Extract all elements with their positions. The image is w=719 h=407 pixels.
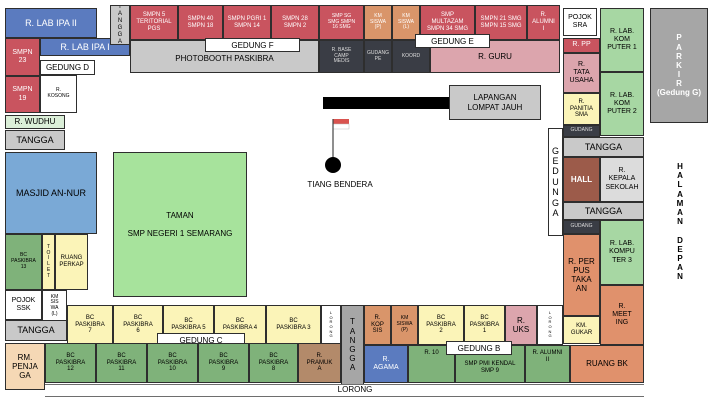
room-smpn23: SMPN 23 xyxy=(5,38,40,76)
room-base-camp: R. BASE CAMP MEDIS xyxy=(319,40,364,73)
km-siswa-p2: KM SISWA (P) xyxy=(391,305,418,345)
toilet: T O I L E T xyxy=(42,234,55,290)
label-gedung-f: GEDUNG F xyxy=(205,38,300,52)
room-tata-usaha: R. TATA USAHA xyxy=(563,53,600,93)
corridor-line-top xyxy=(45,384,644,385)
room-smpn5: SMPN 5 TERITORIAL PGS xyxy=(130,5,178,40)
room-alumni-1: R. ALUMNI I xyxy=(527,5,560,40)
bc-paskibra-9: BC PASKIBRA 9 xyxy=(198,343,249,383)
gedung-a: G E D U N G A xyxy=(548,128,563,236)
room-alumni-2: R. ALUMNI II xyxy=(525,345,570,383)
flagpole-icon xyxy=(325,119,350,173)
bc-paskibra-12: BC PASKIBRA 12 xyxy=(45,343,96,383)
room-smpn28: SMPN 28 SMPN 2 xyxy=(271,5,319,40)
room-penjaga: RM. PENJA GA xyxy=(5,343,45,390)
room-agama: R. AGAMA xyxy=(364,345,408,383)
room-guru: R. GURU xyxy=(430,40,560,73)
room-kosong: R. KOSONG xyxy=(40,75,77,113)
taman: TAMAN SMP NEGERI 1 SEMARANG xyxy=(113,152,247,297)
bc-paskibra-2: BC PASKIBRA 2 xyxy=(418,305,464,345)
room-smpn19: SMPN 19 xyxy=(5,76,40,113)
lapangan-lompat-jauh: LAPANGAN LOMPAT JAUH xyxy=(449,85,541,120)
room-lab-ipa-2: R. LAB IPA II xyxy=(5,8,97,38)
bc-paskibra-3: BC PASKIBRA 3 xyxy=(266,305,321,345)
gudang-right-2: GUDANG xyxy=(563,220,600,234)
bc-paskibra-6: BC PASKIBRA 6 xyxy=(113,305,163,345)
room-pramuka: R. PRAMUK A xyxy=(298,343,341,383)
room-hall: HALL xyxy=(563,157,600,202)
label-gedung-e: GEDUNG E xyxy=(415,34,490,48)
room-smpn40: SMPN 40 SMPN 18 xyxy=(178,5,223,40)
label-lorong: LORONG xyxy=(337,385,373,394)
room-lab-ipa-1: R. LAB IPA I xyxy=(40,38,130,56)
pojok-ssk: POJOK SSK xyxy=(5,290,42,320)
room-gudang-pe: GUDANG PE xyxy=(364,40,392,73)
masjid-an-nur: MASJID AN-NUR xyxy=(5,152,97,234)
stairs-right-1: TANGGA xyxy=(563,137,644,157)
bc-paskibra-7: BC PASKIBRA 7 xyxy=(67,305,113,345)
room-km-siswa-p: KM SISWA (P) xyxy=(364,5,392,40)
room-uks: R. UKS xyxy=(505,305,537,345)
parking-gedung-g: P A R K I R (Gedung G) xyxy=(650,8,708,123)
label-tiang-bendera: TIANG BENDERA xyxy=(307,180,373,189)
stairs-top: T A N G G A xyxy=(110,5,130,45)
long-jump-track xyxy=(323,97,451,109)
room-lab-komputer-2: R. LAB. KOM PUTER 2 xyxy=(600,72,644,136)
room-pp: R. PP xyxy=(563,38,600,53)
room-smpn-pgri1: SMPN PGRI 1 SMPN 14 xyxy=(223,5,271,40)
lorong-vertical-2: L O R O N G xyxy=(537,305,563,345)
bc-paskibra-11: BC PASKIBRA 11 xyxy=(96,343,147,383)
lorong-vertical-1: L O R O N G xyxy=(321,305,341,345)
label-gedung-b: GEDUNG B xyxy=(446,341,512,355)
room-bk: RUANG BK xyxy=(570,345,644,383)
km-gukar: KM. GUKAR xyxy=(563,316,600,344)
room-lab-komputer-1: R. LAB. KOM PUTER 1 xyxy=(600,8,644,72)
room-meeting: R. MEET ING xyxy=(600,285,644,345)
gudang-right-1: GUDANG xyxy=(563,125,600,137)
room-kepala-sekolah: R. KEPALA SEKOLAH xyxy=(600,157,644,202)
bc-paskibra-13: BC PASKIBRA 13 xyxy=(5,234,42,290)
room-smp-sg: SMP SG SMG SMPN 16 SMG xyxy=(319,5,364,40)
room-panitia-sma: R. PANITIA SMA xyxy=(563,93,600,125)
label-gedung-d: GEDUNG D xyxy=(40,60,95,75)
bc-paskibra-8: BC PASKIBRA 8 xyxy=(249,343,298,383)
room-lab-komputer-3: R. LAB. KOMPU TER 3 xyxy=(600,220,644,285)
stairs-right-2: TANGGA xyxy=(563,202,644,220)
ruang-perkap: RUANG PERKAP xyxy=(55,234,88,290)
room-kopsis: R. KOP SIS xyxy=(364,305,391,345)
corridor-line-bottom xyxy=(45,396,644,397)
bc-paskibra-1: BC PASKIBRA 1 xyxy=(464,305,505,345)
km-wa: KM SIS WA (L) xyxy=(42,290,67,322)
room-perpustakaan: R. PER PUS TAKA AN xyxy=(563,234,600,316)
room-wudhu: R. WUDHU xyxy=(5,115,65,129)
room-km-siswa-l: KM SISWA (L) xyxy=(392,5,420,40)
stairs-bottom-left: TANGGA xyxy=(5,320,67,341)
bc-paskibra-10: BC PASKIBRA 10 xyxy=(147,343,198,383)
pojok-sra: POJOK SRA xyxy=(563,8,597,36)
stairs-middle: T A N G G A xyxy=(341,305,364,385)
stairs-left: TANGGA xyxy=(5,130,65,150)
halaman-depan: H A L A M A N D E P A N xyxy=(676,162,684,282)
